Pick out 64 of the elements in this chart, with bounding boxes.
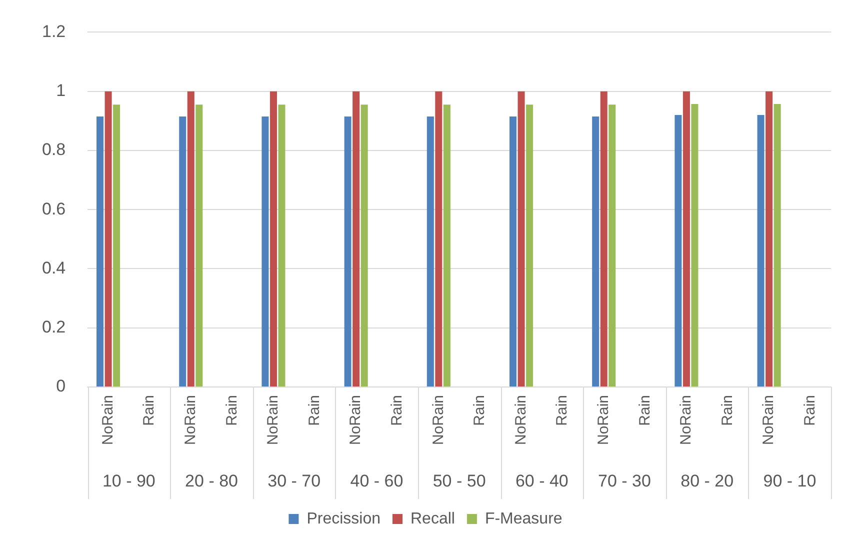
bar [435, 91, 442, 386]
bar [113, 104, 120, 386]
bar [179, 116, 186, 386]
y-tick-label: 1 [56, 81, 66, 100]
y-tick-label: 0.6 [42, 199, 66, 218]
bar [187, 91, 194, 386]
x-tick-label: Rain [718, 394, 736, 426]
bar [443, 104, 450, 386]
bar [518, 91, 525, 386]
x-tick-label: NoRain [182, 394, 200, 446]
x-tick-label: Rain [223, 394, 240, 426]
text: 60 - 40 [515, 472, 568, 491]
x-tick-label: Rain [636, 394, 654, 426]
bar [262, 116, 269, 386]
y-tick-label: 0.2 [42, 318, 66, 337]
x-tick-label: NoRain [264, 394, 282, 446]
bar [674, 114, 682, 386]
bar [592, 116, 600, 386]
bar [526, 104, 534, 386]
x-tick-label: Rain [801, 394, 818, 426]
text: 30 - 70 [268, 472, 321, 491]
bar [352, 91, 360, 386]
x-tick-label: NoRain [430, 394, 447, 446]
bar [196, 104, 203, 386]
y-tick-label: 1.2 [42, 22, 66, 41]
x-tick-label: NoRain [512, 394, 530, 446]
y-tick-label: 0 [56, 376, 66, 396]
x-tick-label: NoRain [760, 394, 778, 446]
bar [104, 91, 112, 386]
legend-label: F-Measure [484, 510, 562, 528]
y-tick-label: 0.8 [42, 140, 66, 160]
text: 90 - 10 [763, 472, 816, 491]
bar [757, 114, 764, 386]
text: 10 - 90 [102, 472, 156, 491]
bar [682, 91, 690, 386]
text: 80 - 20 [680, 472, 734, 491]
x-tick-label: NoRain [678, 394, 695, 446]
x-tick-label: NoRain [595, 394, 612, 446]
legend-label: Precission [306, 510, 381, 528]
x-tick-label: Rain [140, 394, 158, 426]
text: 70 - 30 [598, 472, 651, 491]
legend-label: Recall [410, 510, 455, 528]
x-tick-label: Rain [306, 394, 323, 426]
bar [360, 104, 368, 386]
bar [509, 116, 517, 386]
bar [608, 104, 616, 386]
bar [774, 104, 781, 386]
text: 40 - 60 [350, 472, 404, 491]
bar [600, 91, 608, 386]
bar [426, 116, 434, 386]
bar [344, 116, 352, 386]
text: 50 - 50 [432, 472, 486, 491]
bar [270, 91, 277, 386]
x-tick-label: Rain [471, 394, 488, 426]
bar [278, 104, 286, 386]
bar [766, 91, 773, 386]
text: 20 - 80 [185, 472, 238, 491]
x-tick-label: NoRain [99, 394, 116, 446]
x-tick-label: Rain [554, 394, 571, 426]
x-tick-label: NoRain [347, 394, 364, 446]
x-tick-label: Rain [388, 394, 406, 426]
bar [96, 116, 104, 386]
y-tick-label: 0.4 [42, 258, 66, 278]
bar [691, 104, 698, 386]
